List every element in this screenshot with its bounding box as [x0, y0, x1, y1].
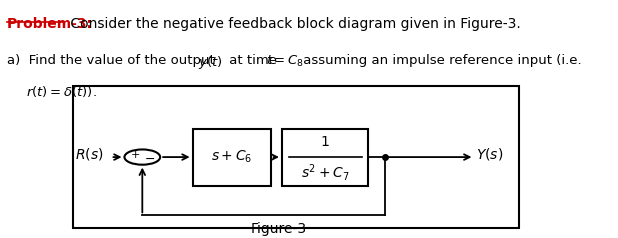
Text: Consider the negative feedback block diagram given in Figure-3.: Consider the negative feedback block dia… — [66, 17, 520, 31]
Text: $s+C_6$: $s+C_6$ — [211, 149, 252, 165]
Text: $s^2+C_7$: $s^2+C_7$ — [301, 162, 349, 183]
Text: $R(s)$: $R(s)$ — [75, 145, 104, 162]
Bar — [282, 129, 368, 186]
Text: 1: 1 — [321, 135, 329, 149]
Text: $Y(s)$: $Y(s)$ — [476, 145, 503, 162]
Text: at time: at time — [225, 54, 281, 67]
Bar — [72, 86, 519, 228]
Text: Figure-3: Figure-3 — [251, 222, 307, 236]
Text: assuming an impulse reference input (i.e.: assuming an impulse reference input (i.e… — [298, 54, 581, 67]
Bar — [193, 129, 271, 186]
Text: Problem-3:: Problem-3: — [7, 17, 93, 31]
Circle shape — [124, 149, 160, 165]
Text: $r(t) = \delta(t)$).: $r(t) = \delta(t)$). — [26, 84, 97, 99]
Text: +: + — [130, 150, 140, 160]
Text: $y(t)$: $y(t)$ — [198, 54, 222, 70]
Text: a)  Find the value of the output: a) Find the value of the output — [7, 54, 219, 67]
Text: $t = C_8$: $t = C_8$ — [266, 54, 303, 69]
Text: −: − — [145, 153, 155, 166]
